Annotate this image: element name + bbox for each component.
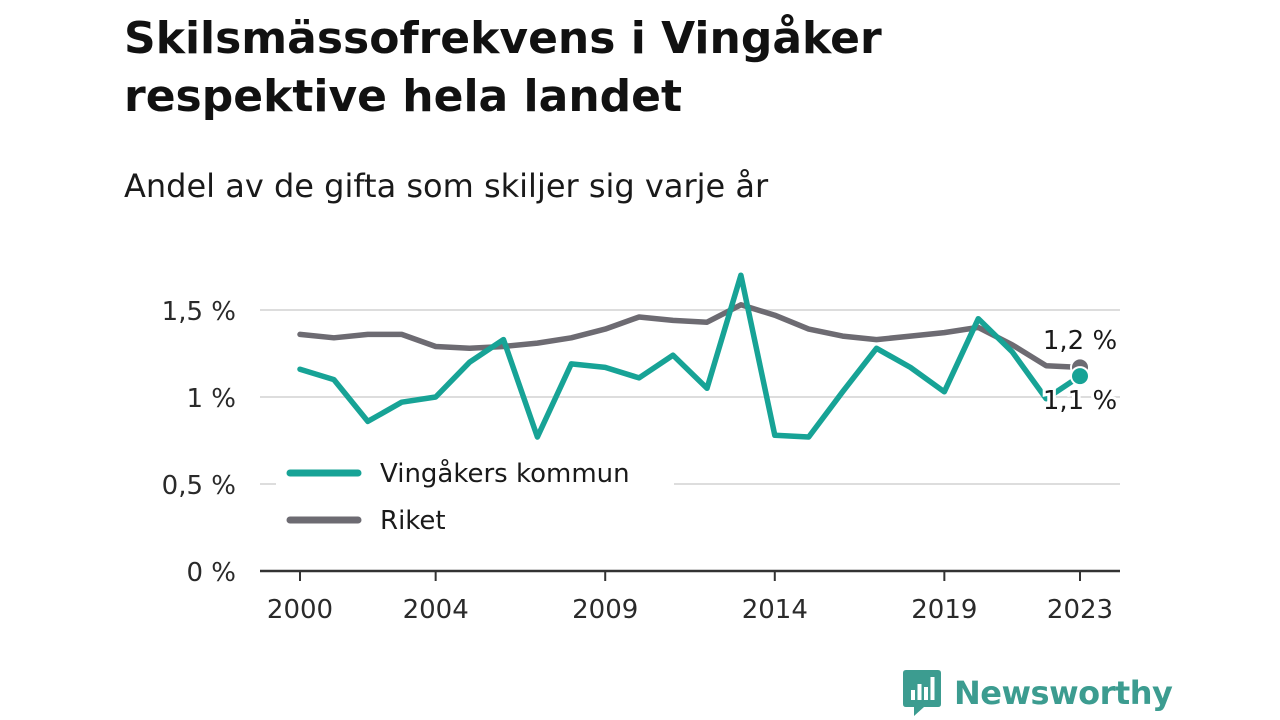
y-tick-label: 1 %	[186, 384, 236, 414]
x-tick-label: 2014	[742, 595, 808, 625]
y-tick-label: 0 %	[186, 558, 236, 588]
legend: Vingåkers kommun Riket	[276, 448, 674, 552]
series-line-riket	[297, 302, 1083, 371]
end-label-vingaker: 1,1 %	[1043, 386, 1117, 416]
legend-background	[276, 448, 674, 552]
end-label-riket: 1,2 %	[1043, 326, 1117, 356]
end-labels: 1,2 % 1,1 %	[1040, 323, 1120, 419]
brand-logo: Newsworthy	[902, 668, 1173, 718]
series-layer	[297, 272, 1083, 440]
y-axis: 0 % 0,5 % 1 % 1,5 %	[162, 297, 236, 588]
x-tick-label: 2004	[403, 595, 469, 625]
y-tick-label: 0,5 %	[162, 471, 236, 501]
x-tick-label: 2009	[572, 595, 638, 625]
brand-name: Newsworthy	[954, 674, 1173, 712]
y-tick-label: 1,5 %	[162, 297, 236, 327]
end-marker-vingaker	[1070, 366, 1090, 387]
legend-label: Vingåkers kommun	[380, 458, 630, 489]
x-axis: 2000 2004 2009 2014 2019 2023	[260, 569, 1120, 625]
chart-subtitle: Andel av de gifta som skiljer sig varje …	[124, 167, 769, 205]
chart-title: Skilsmässofrekvens i Vingåker respektive…	[124, 13, 882, 122]
series-line-vingaker	[297, 272, 1083, 440]
x-tick-label: 2019	[911, 595, 977, 625]
bar-chart-badge-icon	[903, 670, 941, 716]
x-tick-label: 2023	[1047, 595, 1113, 625]
legend-label: Riket	[380, 506, 446, 536]
x-tick-label: 2000	[267, 595, 333, 625]
